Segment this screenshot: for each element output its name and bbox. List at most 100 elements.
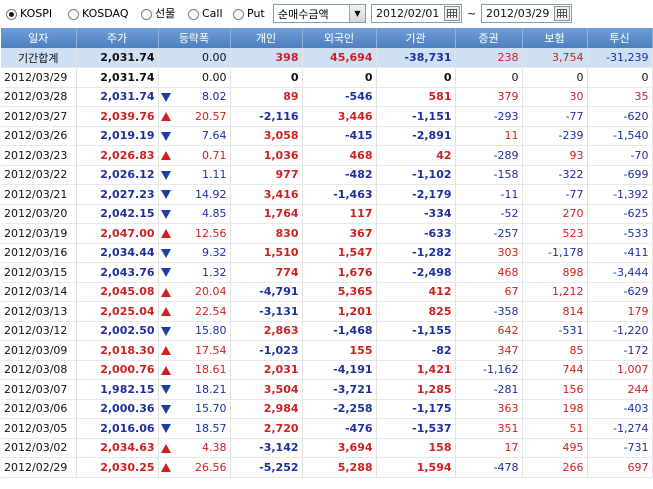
sec-cell: -281 xyxy=(455,379,523,400)
indiv-cell: 977 xyxy=(230,165,303,185)
column-header[interactable]: 개인 xyxy=(230,28,303,48)
column-header[interactable]: 일자 xyxy=(1,28,77,48)
inst-cell: 1,594 xyxy=(376,457,456,478)
table-row[interactable]: 기간합계 2,031.74 0.00 398 45,694 -38,731 238 3,754… xyxy=(1,48,653,68)
trust-cell: -699 xyxy=(587,165,653,185)
change-value: 7.64 xyxy=(202,129,227,143)
inst-cell: 581 xyxy=(376,87,456,107)
radio-futures[interactable]: 선물 xyxy=(141,6,175,22)
chevron-down-icon[interactable]: ▼ xyxy=(349,5,365,22)
indiv-cell: 1,510 xyxy=(230,243,303,263)
sec-cell: 238 xyxy=(455,48,523,68)
table-row[interactable]: 2012/03/12 2,002.50 15.80 2,863 -1,468 -1,155… xyxy=(1,321,653,341)
price-cell: 2,042.15 xyxy=(76,204,159,224)
ins-cell: 85 xyxy=(522,340,588,361)
table-row[interactable]: 2012/03/08 2,000.76 18.61 2,031 -4,191 1,421-… xyxy=(1,360,653,380)
inst-cell: 825 xyxy=(376,301,456,322)
up-arrow-icon xyxy=(160,443,171,453)
foreign-cell: -1,468 xyxy=(302,321,377,341)
column-header[interactable]: 등락폭 xyxy=(158,28,231,48)
change-cell: 15.70 xyxy=(158,399,231,419)
calendar-icon[interactable] xyxy=(444,6,460,21)
change-cell: 12.56 xyxy=(158,223,231,244)
change-value: 20.57 xyxy=(195,109,227,123)
inst-cell: 412 xyxy=(376,282,456,302)
sec-cell: 11 xyxy=(455,126,523,146)
radio-kospi[interactable]: KOSPI xyxy=(6,6,52,22)
table-row[interactable]: 2012/03/14 2,045.08 20.04 -4,791 5,365 412 67 1… xyxy=(1,282,653,302)
radio-kosdaq[interactable]: KOSDAQ xyxy=(68,6,129,22)
up-arrow-icon xyxy=(160,463,171,472)
ins-cell: -239 xyxy=(522,126,588,146)
indiv-cell: 3,416 xyxy=(230,184,303,205)
end-date-field[interactable]: 2012/03/29 xyxy=(481,4,572,23)
table-row[interactable]: 2012/02/29 2,030.25 26.56 -5,252 5,288 1,594-… xyxy=(1,457,653,478)
radio-call[interactable]: Call xyxy=(188,6,223,22)
sec-cell: -478 xyxy=(455,457,523,478)
sec-cell: 303 xyxy=(455,243,523,263)
sec-cell: 17 xyxy=(455,438,523,458)
price-cell: 2,043.76 xyxy=(76,262,159,283)
change-cell: 4.85 xyxy=(158,204,231,224)
sec-cell: -1,162 xyxy=(455,360,523,380)
investor-trading-table: 일자 주가 등락폭 개인 외국인 기관 증권 보험 투신 기간합계 2,031.7… xyxy=(1,28,653,478)
change-cell: 14.92 xyxy=(158,184,231,205)
column-header[interactable]: 외국인 xyxy=(302,28,377,48)
table-row[interactable]: 2012/03/29 2,031.74 0.00 0 0 0 0 0 0 xyxy=(1,67,653,88)
sec-cell: 347 xyxy=(455,340,523,361)
ins-cell: 744 xyxy=(522,360,588,380)
price-cell: 2,047.00 xyxy=(76,223,159,244)
change-cell: 18.21 xyxy=(158,379,231,400)
table-row[interactable]: 2012/03/23 2,026.83 0.71 1,036 468 42 -289 93 -7… xyxy=(1,145,653,166)
metric-select[interactable]: 순매수금액 ▼ xyxy=(273,4,366,23)
trust-cell: -629 xyxy=(587,282,653,302)
foreign-cell: 3,694 xyxy=(302,438,377,458)
foreign-cell: 3,446 xyxy=(302,106,377,127)
table-row[interactable]: 2012/03/27 2,039.76 20.57 -2,116 3,446 -1,151… xyxy=(1,106,653,127)
table-row[interactable]: 2012/03/05 2,016.06 18.57 2,720 -476 -1,537 35… xyxy=(1,418,653,439)
start-date-field[interactable]: 2012/02/01 xyxy=(371,4,462,23)
foreign-cell: -2,258 xyxy=(302,399,377,419)
indiv-cell: 774 xyxy=(230,262,303,283)
table-row[interactable]: 2012/03/06 2,000.36 15.70 2,984 -2,258 -1,175… xyxy=(1,399,653,419)
date-cell: 2012/03/08 xyxy=(1,360,77,380)
change-value: 15.80 xyxy=(195,324,227,338)
table-row[interactable]: 2012/03/07 1,982.15 18.21 3,504 -3,721 1,285-… xyxy=(1,379,653,400)
column-header[interactable]: 보험 xyxy=(522,28,588,48)
inst-cell: 42 xyxy=(376,145,456,166)
column-header[interactable]: 기관 xyxy=(376,28,456,48)
foreign-cell: 0 xyxy=(302,67,377,88)
table-row[interactable]: 2012/03/26 2,019.19 7.64 3,058 -415 -2,891 11-… xyxy=(1,126,653,146)
sec-cell: 468 xyxy=(455,262,523,283)
price-cell: 2,025.04 xyxy=(76,301,159,322)
column-header[interactable]: 증권 xyxy=(455,28,523,48)
table-row[interactable]: 2012/03/15 2,043.76 1.32 774 1,676 -2,498 468 8… xyxy=(1,262,653,283)
inst-cell: -82 xyxy=(376,340,456,361)
change-cell: 22.54 xyxy=(158,301,231,322)
radio-icon xyxy=(233,8,244,20)
change-value: 22.54 xyxy=(195,304,227,318)
start-date-value: 2012/02/01 xyxy=(376,7,440,20)
column-header[interactable]: 주가 xyxy=(76,28,159,48)
price-cell: 2,002.50 xyxy=(76,321,159,341)
down-arrow-icon xyxy=(160,190,171,199)
up-arrow-icon xyxy=(160,229,171,238)
table-row[interactable]: 2012/03/21 2,027.23 14.92 3,416 -1,463 -2,179… xyxy=(1,184,653,205)
table-row[interactable]: 2012/03/19 2,047.00 12.56 830 367 -633 -257 523… xyxy=(1,223,653,244)
foreign-cell: 45,694 xyxy=(302,48,377,68)
price-cell: 2,039.76 xyxy=(76,106,159,127)
foreign-cell: -3,721 xyxy=(302,379,377,400)
indiv-cell: 398 xyxy=(230,48,303,68)
table-row[interactable]: 2012/03/02 2,034.63 4.38 -3,142 3,694 158 17 49… xyxy=(1,438,653,458)
table-row[interactable]: 2012/03/09 2,018.30 17.54 -1,023 155 -82 347 85… xyxy=(1,340,653,361)
table-row[interactable]: 2012/03/13 2,025.04 22.54 -3,131 1,201 825 -35… xyxy=(1,301,653,322)
table-row[interactable]: 2012/03/28 2,031.74 8.02 89 -546 581 379 30 35 xyxy=(1,87,653,107)
table-row[interactable]: 2012/03/16 2,034.44 9.32 1,510 1,547 -1,282 30… xyxy=(1,243,653,263)
sec-cell: 642 xyxy=(455,321,523,341)
trust-cell: -1,274 xyxy=(587,418,653,439)
radio-put[interactable]: Put xyxy=(233,6,265,22)
calendar-icon[interactable] xyxy=(554,6,570,21)
column-header[interactable]: 투신 xyxy=(587,28,653,48)
table-row[interactable]: 2012/03/22 2,026.12 1.11 977 -482 -1,102 -158-… xyxy=(1,165,653,185)
table-row[interactable]: 2012/03/20 2,042.15 4.85 1,764 117 -334 -52 270… xyxy=(1,204,653,224)
